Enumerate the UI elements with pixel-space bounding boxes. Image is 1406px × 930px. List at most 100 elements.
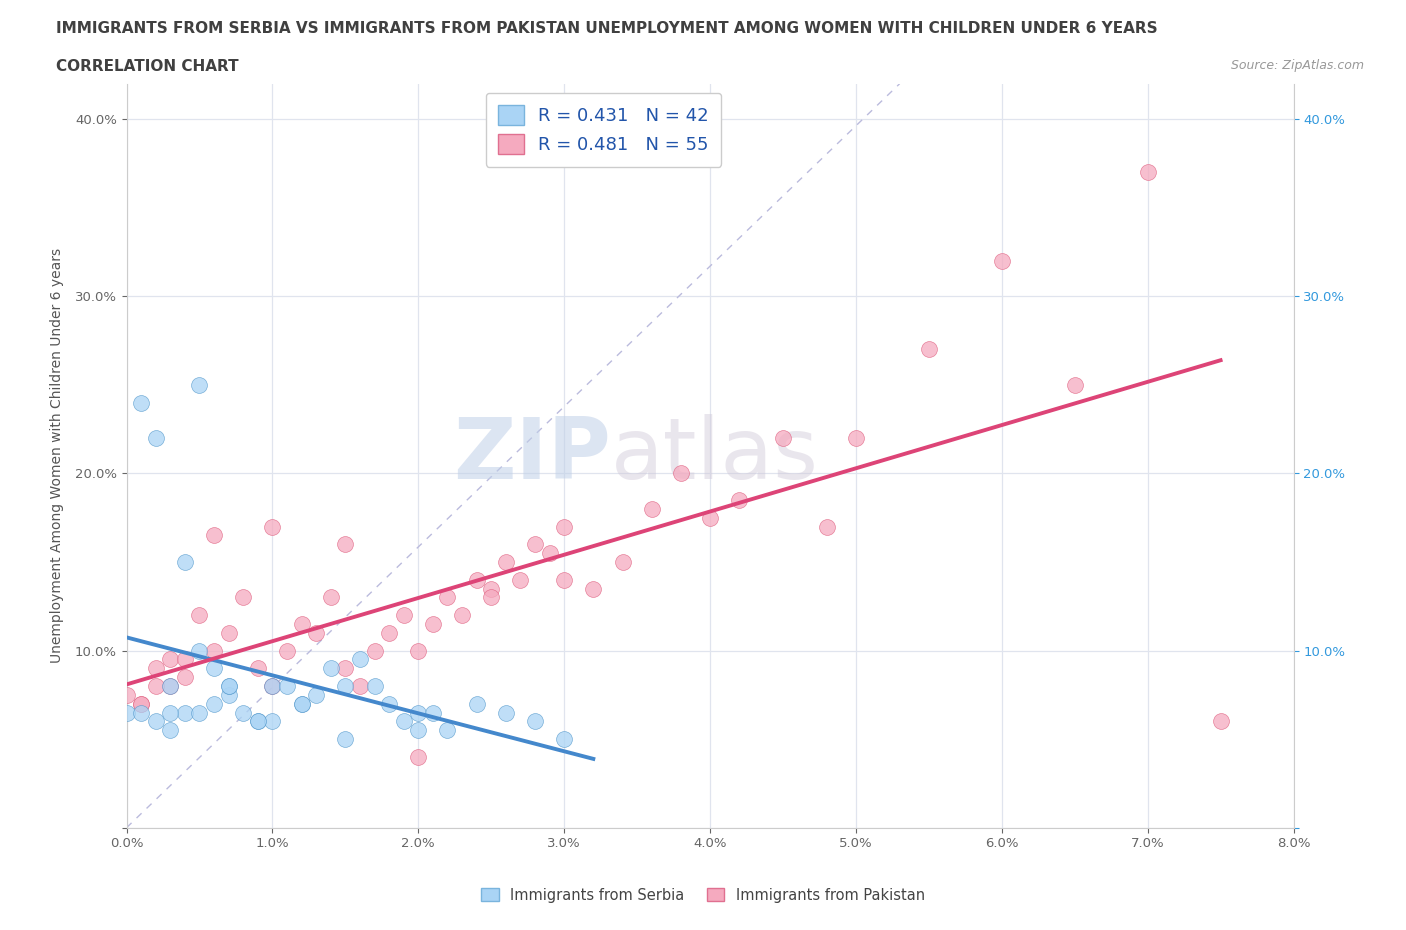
Point <box>129 697 152 711</box>
Point <box>129 705 152 720</box>
Point <box>246 714 269 729</box>
Point <box>612 554 634 569</box>
Point <box>728 493 751 508</box>
Point <box>335 537 357 551</box>
Point <box>408 723 430 737</box>
Point <box>582 581 605 596</box>
Point <box>290 697 312 711</box>
Point <box>276 679 298 694</box>
Point <box>699 511 721 525</box>
Point <box>465 572 488 587</box>
Point <box>335 679 357 694</box>
Point <box>538 546 561 561</box>
Point <box>363 644 385 658</box>
Point <box>145 714 167 729</box>
Point <box>159 723 181 737</box>
Text: Source: ZipAtlas.com: Source: ZipAtlas.com <box>1230 59 1364 72</box>
Point <box>845 431 868 445</box>
Point <box>262 714 284 729</box>
Point <box>290 697 312 711</box>
Point <box>262 519 284 534</box>
Point <box>159 679 181 694</box>
Point <box>174 670 197 684</box>
Point <box>918 342 941 357</box>
Point <box>378 625 401 640</box>
Point <box>174 652 197 667</box>
Point <box>335 732 357 747</box>
Point <box>349 679 371 694</box>
Point <box>408 644 430 658</box>
Legend: Immigrants from Serbia, Immigrants from Pakistan: Immigrants from Serbia, Immigrants from … <box>475 882 931 909</box>
Point <box>202 661 225 676</box>
Point <box>188 607 211 622</box>
Point <box>451 607 474 622</box>
Text: IMMIGRANTS FROM SERBIA VS IMMIGRANTS FROM PAKISTAN UNEMPLOYMENT AMONG WOMEN WITH: IMMIGRANTS FROM SERBIA VS IMMIGRANTS FRO… <box>56 21 1159 36</box>
Point <box>218 625 240 640</box>
Point <box>202 697 225 711</box>
Point <box>115 687 138 702</box>
Point <box>436 590 458 604</box>
Point <box>262 679 284 694</box>
Point <box>990 253 1012 268</box>
Point <box>640 501 664 516</box>
Point <box>202 644 225 658</box>
Point <box>553 519 575 534</box>
Point <box>553 732 575 747</box>
Point <box>436 723 458 737</box>
Point <box>305 687 328 702</box>
Point <box>408 750 430 764</box>
Point <box>129 395 152 410</box>
Point <box>523 714 546 729</box>
Point <box>479 581 502 596</box>
Point <box>232 705 254 720</box>
Point <box>422 705 444 720</box>
Point <box>145 431 167 445</box>
Point <box>422 617 444 631</box>
Point <box>276 644 298 658</box>
Point <box>145 679 167 694</box>
Point <box>319 661 342 676</box>
Legend: R = 0.431   N = 42, R = 0.481   N = 55: R = 0.431 N = 42, R = 0.481 N = 55 <box>485 93 721 166</box>
Point <box>115 705 138 720</box>
Point <box>772 431 794 445</box>
Point <box>408 705 430 720</box>
Point <box>1136 165 1159 179</box>
Point <box>465 697 488 711</box>
Point <box>392 714 415 729</box>
Point <box>188 378 211 392</box>
Point <box>218 679 240 694</box>
Point <box>523 537 546 551</box>
Point <box>363 679 385 694</box>
Point <box>232 590 254 604</box>
Point <box>349 652 371 667</box>
Point <box>1063 378 1085 392</box>
Point <box>218 687 240 702</box>
Point <box>188 644 211 658</box>
Text: atlas: atlas <box>610 414 818 498</box>
Point <box>509 572 531 587</box>
Point <box>479 590 502 604</box>
Point <box>202 528 225 543</box>
Point <box>262 679 284 694</box>
Point <box>319 590 342 604</box>
Point <box>669 466 692 481</box>
Point <box>553 572 575 587</box>
Point <box>392 607 415 622</box>
Text: ZIP: ZIP <box>453 414 610 498</box>
Point <box>246 661 269 676</box>
Point <box>174 554 197 569</box>
Point <box>159 679 181 694</box>
Point <box>495 705 517 720</box>
Point <box>159 705 181 720</box>
Point <box>815 519 838 534</box>
Y-axis label: Unemployment Among Women with Children Under 6 years: Unemployment Among Women with Children U… <box>49 248 63 663</box>
Point <box>159 652 181 667</box>
Point <box>129 697 152 711</box>
Text: CORRELATION CHART: CORRELATION CHART <box>56 59 239 73</box>
Point <box>378 697 401 711</box>
Point <box>305 625 328 640</box>
Point <box>335 661 357 676</box>
Point <box>188 705 211 720</box>
Point <box>218 679 240 694</box>
Point <box>290 617 312 631</box>
